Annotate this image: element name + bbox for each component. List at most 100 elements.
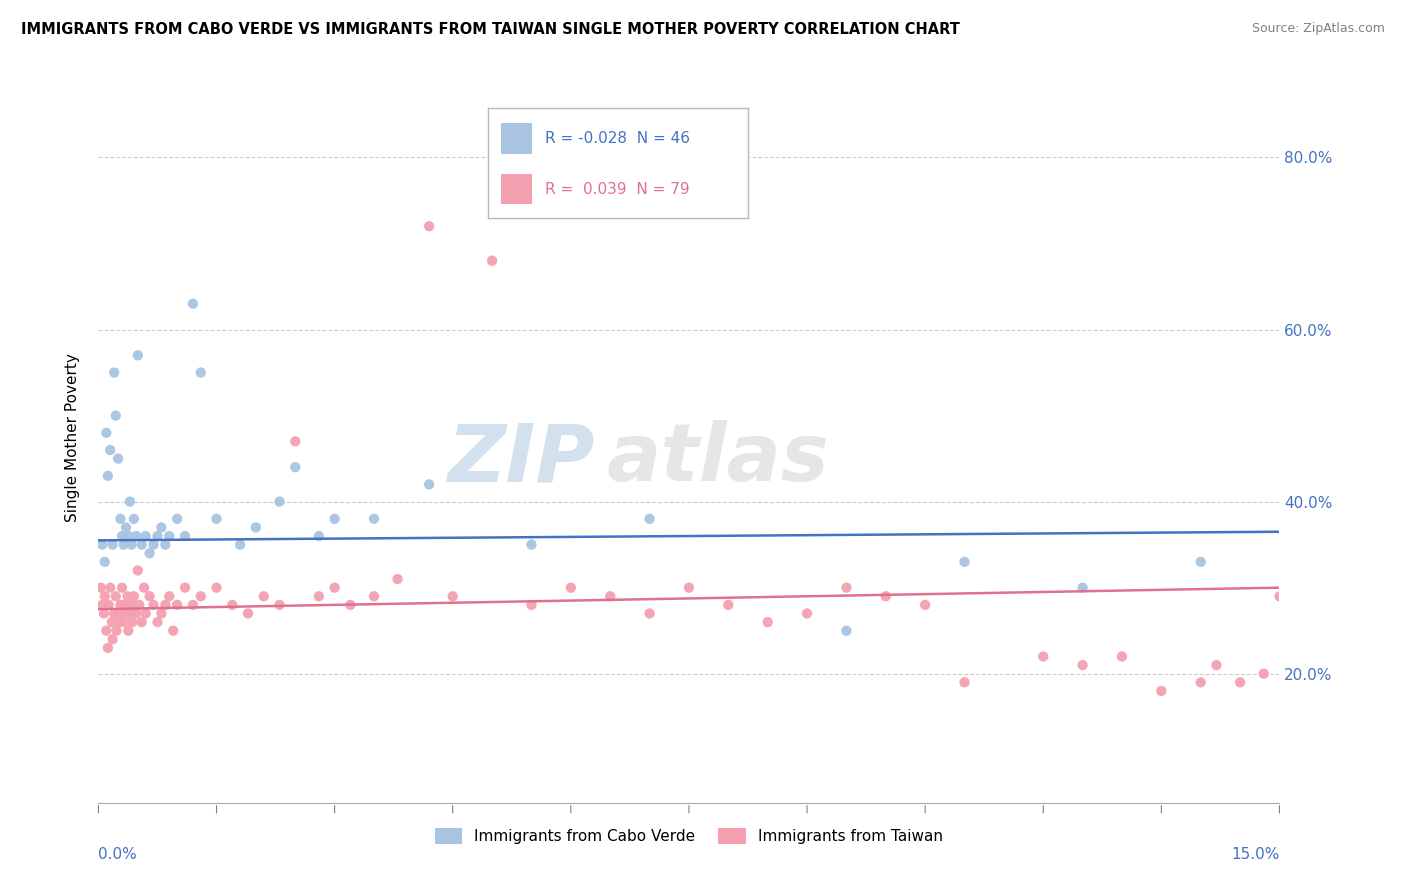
Point bbox=[105, 624, 128, 638]
Point bbox=[112, 615, 135, 629]
Point bbox=[91, 538, 114, 552]
Point bbox=[520, 538, 543, 552]
Point bbox=[98, 442, 121, 457]
Point bbox=[135, 529, 157, 543]
Point bbox=[131, 615, 153, 629]
Point bbox=[97, 468, 120, 483]
Point bbox=[146, 529, 169, 543]
Point bbox=[308, 529, 330, 543]
Point bbox=[125, 607, 148, 621]
Point bbox=[560, 581, 582, 595]
Point bbox=[97, 598, 120, 612]
Point bbox=[253, 589, 276, 603]
Point bbox=[1150, 684, 1173, 698]
Point bbox=[98, 581, 121, 595]
Point bbox=[150, 607, 173, 621]
Point bbox=[135, 607, 157, 621]
Point bbox=[96, 425, 118, 440]
Point bbox=[91, 598, 114, 612]
Point bbox=[101, 632, 124, 647]
Text: IMMIGRANTS FROM CABO VERDE VS IMMIGRANTS FROM TAIWAN SINGLE MOTHER POVERTY CORRE: IMMIGRANTS FROM CABO VERDE VS IMMIGRANTS… bbox=[21, 22, 960, 37]
Point bbox=[875, 589, 897, 603]
Point bbox=[112, 538, 135, 552]
Point bbox=[756, 615, 779, 629]
Point bbox=[236, 607, 259, 621]
Point bbox=[127, 564, 149, 578]
Point bbox=[146, 615, 169, 629]
Point bbox=[1253, 666, 1275, 681]
Point bbox=[118, 494, 141, 508]
Point bbox=[107, 607, 129, 621]
Text: 15.0%: 15.0% bbox=[1232, 847, 1279, 862]
Point bbox=[166, 598, 188, 612]
Point bbox=[93, 607, 115, 621]
Point bbox=[115, 607, 138, 621]
Point bbox=[157, 589, 180, 603]
Point bbox=[174, 581, 197, 595]
Point bbox=[181, 296, 204, 310]
Text: ZIP: ZIP bbox=[447, 420, 595, 498]
Point bbox=[97, 640, 120, 655]
Point bbox=[1189, 555, 1212, 569]
Point bbox=[103, 366, 125, 380]
Point bbox=[245, 520, 267, 534]
Point bbox=[122, 589, 145, 603]
Point bbox=[118, 607, 141, 621]
Point bbox=[363, 589, 385, 603]
Point bbox=[128, 598, 150, 612]
Point bbox=[142, 598, 165, 612]
Point bbox=[107, 451, 129, 466]
Point bbox=[101, 538, 124, 552]
Point bbox=[166, 512, 188, 526]
Point bbox=[678, 581, 700, 595]
Point bbox=[162, 624, 184, 638]
Point bbox=[638, 512, 661, 526]
Point bbox=[599, 589, 621, 603]
Point bbox=[221, 598, 243, 612]
Point bbox=[142, 538, 165, 552]
Point bbox=[125, 529, 148, 543]
Point bbox=[284, 434, 307, 449]
Point bbox=[481, 253, 503, 268]
Point bbox=[229, 538, 252, 552]
Point bbox=[155, 598, 177, 612]
Point bbox=[953, 555, 976, 569]
Point bbox=[121, 598, 143, 612]
Point bbox=[150, 520, 173, 534]
Point bbox=[323, 581, 346, 595]
Point bbox=[138, 589, 160, 603]
Point bbox=[103, 607, 125, 621]
Point bbox=[108, 615, 131, 629]
Point bbox=[127, 348, 149, 362]
Point bbox=[93, 555, 115, 569]
Point bbox=[115, 520, 138, 534]
Point bbox=[104, 409, 127, 423]
Text: 0.0%: 0.0% bbox=[98, 847, 138, 862]
Point bbox=[418, 477, 440, 491]
Point bbox=[269, 598, 291, 612]
Point bbox=[122, 512, 145, 526]
Point bbox=[796, 607, 818, 621]
Point bbox=[717, 598, 740, 612]
Point bbox=[205, 512, 228, 526]
Point bbox=[157, 529, 180, 543]
Point bbox=[110, 598, 132, 612]
Point bbox=[132, 581, 155, 595]
Text: atlas: atlas bbox=[606, 420, 830, 498]
Point bbox=[1071, 658, 1094, 673]
Point bbox=[284, 460, 307, 475]
Point bbox=[117, 529, 139, 543]
Point bbox=[1205, 658, 1227, 673]
Point bbox=[269, 494, 291, 508]
Point bbox=[914, 598, 936, 612]
Point bbox=[441, 589, 464, 603]
Point bbox=[110, 512, 132, 526]
Point bbox=[174, 529, 197, 543]
Point bbox=[1268, 589, 1291, 603]
Point bbox=[835, 624, 858, 638]
Point bbox=[131, 538, 153, 552]
Point bbox=[111, 581, 134, 595]
Point bbox=[104, 589, 127, 603]
Point bbox=[418, 219, 440, 234]
Point bbox=[93, 589, 115, 603]
